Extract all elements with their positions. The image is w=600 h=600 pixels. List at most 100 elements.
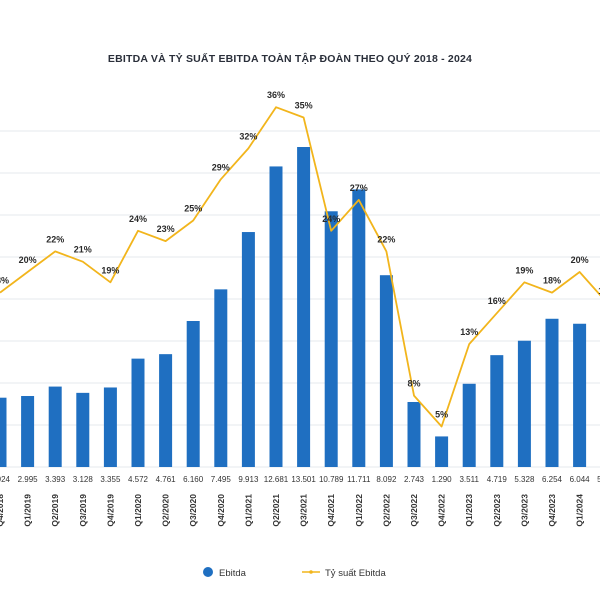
x-tick-label: Q1/2020 [133,494,143,527]
bar-value-label: 5.328 [514,475,535,484]
chart-title: EBITDA VÀ TỶ SUẤT EBITDA TOÀN TẬP ĐOÀN T… [108,52,472,65]
line-value-label: 23% [157,224,175,234]
bar-value-label: 3.511 [459,475,479,484]
bar-ebitda [241,232,255,467]
x-tick-label: Q3/2019 [78,494,88,527]
x-tick-label: Q4/2020 [216,494,226,527]
legend-line-label: Tỷ suất Ebitda [325,568,386,579]
bar-value-label: 4.572 [128,475,149,484]
x-tick-label: Q3/2020 [188,494,198,527]
line-value-label: 25% [184,204,202,214]
line-value-label: 18% [543,276,561,286]
bar-ebitda [407,401,421,467]
bar-ebitda [269,166,283,467]
bar-value-label: 4.719 [487,475,508,484]
x-tick-label: Q2/2022 [381,494,391,527]
bar-ebitda [186,320,200,467]
bar-value-label: 11.711 [347,475,371,484]
bar-value-label: 12.681 [264,475,289,484]
bar-value-label: 6.160 [183,475,204,484]
bar-ebitda [490,355,504,467]
bar-value-label: 3.355 [100,475,121,484]
line-value-label: 19% [101,265,119,275]
legend: Ebitda Tỷ suất Ebitda [203,567,386,579]
line-value-label: 20% [571,255,589,265]
line-value-label: 16% [488,296,506,306]
line-value-label: 29% [212,162,230,172]
bar-ebitda [76,392,90,467]
x-tick-label: Q2/2021 [271,494,281,527]
x-tick-label: Q4/2023 [547,494,557,527]
bar-series-ebitda [0,147,587,467]
bar-ebitda [379,275,393,467]
x-tick-label: Q2/2023 [492,494,502,527]
bar-value-label: 6.044 [570,475,591,484]
line-value-label: 21% [74,245,92,255]
legend-bar-swatch [203,567,213,577]
x-tick-label: Q4/2018 [0,494,5,527]
bar-value-label: 2.995 [18,475,39,484]
x-tick-label: Q1/2024 [575,494,585,527]
bar-value-label: 4.761 [156,475,177,484]
x-tick-label: Q3/2022 [409,494,419,527]
bar-value-label: 3.393 [45,475,66,484]
x-tick-label: Q3/2021 [299,494,309,527]
bar-ebitda [324,211,338,467]
bar-value-label: 2.743 [404,475,425,484]
x-tick-label: Q2/2019 [50,494,60,527]
line-value-label: 8% [407,379,420,389]
x-tick-label: Q1/2023 [464,494,474,527]
line-value-label: 32% [239,131,257,141]
bar-ebitda [159,354,173,467]
line-value-label: 20% [19,255,37,265]
bar-value-label: 7.495 [211,475,232,484]
x-tick-label: Q4/2021 [326,494,336,527]
x-tick-label: Q4/2019 [105,494,115,527]
x-tick-label: Q1/2019 [23,494,33,527]
bar-ebitda [573,323,587,467]
line-series-ebitda-margin: 18% 20% 22% 21% 19% 24% 23% 25% 29% 32% 36% 35% 24% 2… [0,90,600,428]
bar-value-label: 3.128 [73,475,94,484]
legend-bar-label: Ebitda [219,568,247,579]
bar-value-label: 13.501 [291,475,316,484]
line-value-label: 22% [46,234,64,244]
line-value-label: 24% [129,214,147,224]
line-value-label: 17% [598,286,600,296]
bar-ebitda [545,318,559,467]
line-value-label: 27% [350,183,368,193]
bar-value-label: 9.913 [238,475,259,484]
bar-ebitda [131,358,145,467]
bar-ebitda [214,289,228,467]
x-tick-label: Q4/2022 [437,494,447,527]
bar-value-label: 2.924 [0,475,11,484]
x-tick-label: Q1/2022 [354,494,364,527]
bar-ebitda [297,147,311,467]
legend-line-marker [309,570,313,574]
bar-ebitda [462,383,476,467]
bar-ebitda [352,189,366,467]
bar-ebitda [0,397,7,467]
bar-ebitda [435,436,449,467]
bar-ebitda [517,340,531,467]
bar-value-label: 5.600 [597,475,600,484]
line-value-label: 36% [267,90,285,100]
bar-value-label: 10.789 [319,475,344,484]
line-value-label: 13% [460,327,478,337]
x-tick-label: Q1/2021 [243,494,253,527]
line-value-label: 22% [377,234,395,244]
line-value-label: 5% [435,410,448,420]
x-axis-ticks: Q4/2018 Q1/2019 Q2/2019 Q3/2019 Q4/2019 Q1/20… [0,494,585,527]
line-ebitda-margin [0,106,600,428]
x-tick-label: Q2/2020 [161,494,171,527]
bar-ebitda [103,387,117,467]
bar-value-label: 8.092 [376,475,397,484]
bar-value-label: 6.254 [542,475,563,484]
line-value-label: 24% [322,214,340,224]
bar-value-label: 1.290 [432,475,453,484]
x-tick-label: Q3/2023 [519,494,529,527]
bar-ebitda [48,386,62,467]
line-value-label: 35% [295,101,313,111]
line-value-label: 19% [515,265,533,275]
